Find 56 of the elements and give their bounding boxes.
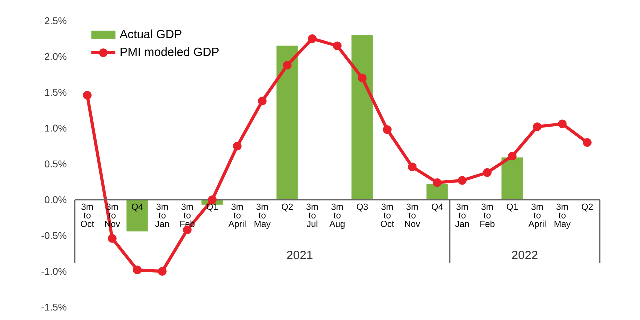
point <box>383 125 392 134</box>
point <box>583 138 592 148</box>
bar <box>126 200 148 232</box>
bar <box>352 35 374 200</box>
y-tick-label: 1.0% <box>45 124 67 132</box>
annotation: 2022 <box>512 250 538 260</box>
x-tick-label: 3m to Jan <box>456 204 470 228</box>
x-tick-label: Q2 <box>582 204 593 212</box>
x-tick-label: 3m to May <box>554 204 571 230</box>
y-tick-label: 2.5% <box>45 18 67 24</box>
point <box>508 152 517 161</box>
point <box>258 96 267 106</box>
x-tick-label: Q4 <box>132 204 144 212</box>
x-tick-label: 3m to Feb <box>480 204 495 228</box>
point <box>358 74 367 83</box>
point <box>408 162 417 172</box>
bar <box>502 158 524 200</box>
y-tick-label: 0.0% <box>44 196 67 204</box>
x-tick-label: 3m to May <box>254 204 271 230</box>
x-tick-label: 3m to April <box>528 204 546 230</box>
point <box>558 120 567 128</box>
y-tick-label: -1.0% <box>42 268 67 276</box>
x-tick-label: 3m to Oct <box>381 204 394 228</box>
y-tick-label: 2.0% <box>45 53 67 60</box>
legend-label: Actual GDP <box>120 30 182 39</box>
x-tick-label: 3m to Aug <box>330 204 345 230</box>
point <box>158 267 167 276</box>
point <box>533 122 542 132</box>
annotation: 2021 <box>287 250 313 260</box>
x-tick-label: 3m to Jul <box>306 204 318 228</box>
point <box>333 42 342 50</box>
x-tick-label: 3m to April <box>228 204 246 230</box>
point <box>483 168 492 178</box>
x-tick-label: 3m to Jan <box>155 204 170 228</box>
x-tick-label: Q2 <box>282 204 293 212</box>
legend-label: PMI modeled GDP <box>120 48 219 56</box>
y-tick-label: -1.5% <box>42 304 67 311</box>
point <box>108 234 117 244</box>
y-tick-label: -0.5% <box>42 232 67 240</box>
bar <box>276 46 298 200</box>
y-tick-label: 0.5% <box>44 160 67 168</box>
point <box>433 178 442 188</box>
x-tick-label: 3m to Nov <box>405 204 420 228</box>
x-tick-label: Q1 <box>207 204 218 212</box>
y-tick-label: 1.5% <box>45 89 67 96</box>
bar <box>426 184 448 200</box>
x-tick-label: Q4 <box>432 204 444 212</box>
point <box>233 142 242 151</box>
x-tick-label: Q1 <box>507 204 518 212</box>
point <box>133 266 142 275</box>
x-tick-label: Q3 <box>357 204 368 212</box>
point <box>458 176 467 186</box>
point <box>83 91 92 100</box>
point <box>283 61 292 70</box>
point <box>308 34 317 44</box>
x-tick-label: 3m to Oct <box>81 204 94 228</box>
